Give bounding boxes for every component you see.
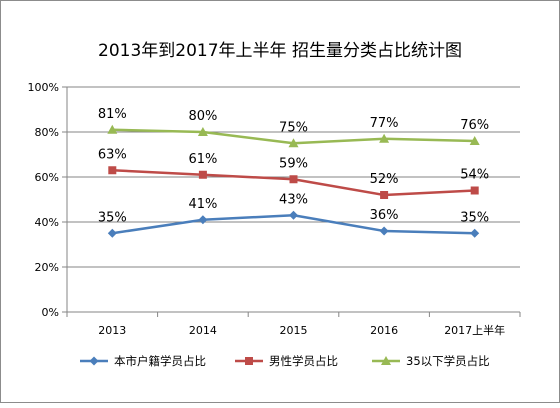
data-label: 77%	[370, 116, 399, 131]
data-label: 81%	[98, 107, 127, 122]
legend-label: 本市户籍学员占比	[114, 354, 206, 368]
y-tick-label: 0%	[42, 306, 59, 319]
x-tick-label: 2016	[370, 324, 398, 337]
data-label: 59%	[279, 156, 308, 171]
legend-label: 男性学员占比	[269, 354, 338, 368]
data-point-marker	[380, 191, 389, 199]
axes: 0% 20% 40% 60% 80% 100% 2013 2014 2015 2016 2017上半…	[28, 81, 521, 337]
data-point-marker	[107, 228, 117, 238]
data-label: 36%	[370, 208, 399, 223]
legend-marker	[381, 356, 391, 365]
legend: 本市户籍学员占比 男性学员占比 35以下学员占比	[80, 354, 490, 368]
data-label: 75%	[279, 120, 308, 135]
data-point-marker	[197, 127, 208, 136]
data-label: 41%	[188, 197, 217, 212]
chart-title: 2013年到2017年上半年 招生量分类占比统计图	[98, 41, 462, 61]
data-point-marker	[289, 175, 298, 184]
data-point-marker	[107, 124, 118, 134]
legend-label: 35以下学员占比	[406, 354, 490, 368]
data-label: 35%	[98, 210, 127, 225]
data-point-marker	[469, 136, 480, 145]
data-point-marker	[198, 215, 208, 225]
x-tick-label: 2014	[189, 324, 217, 337]
data-point-marker	[198, 170, 207, 179]
legend-marker	[245, 357, 253, 365]
data-label: 54%	[460, 168, 489, 183]
y-tick-label: 100%	[28, 81, 59, 94]
x-tick-label: 2015	[280, 324, 308, 337]
data-label: 80%	[188, 109, 217, 124]
data-label: 35%	[460, 210, 489, 225]
series-markers	[107, 124, 480, 238]
data-point-marker	[108, 166, 117, 175]
legend-marker	[89, 356, 99, 366]
y-tick-label: 80%	[35, 126, 59, 139]
data-label: 43%	[279, 192, 308, 207]
data-label: 61%	[188, 152, 217, 167]
data-label: 63%	[98, 147, 127, 162]
data-label: 76%	[460, 118, 489, 133]
x-tick-label: 2013	[98, 324, 126, 337]
data-point-marker	[379, 133, 390, 143]
data-point-marker	[470, 186, 479, 195]
y-tick-label: 60%	[35, 171, 59, 184]
x-tick-label: 2017上半年	[444, 323, 505, 337]
data-point-marker	[379, 226, 389, 236]
data-point-marker	[470, 228, 480, 238]
data-point-marker	[288, 138, 299, 148]
data-point-marker	[289, 210, 298, 220]
y-tick-label: 40%	[35, 216, 59, 229]
y-tick-label: 20%	[35, 261, 59, 274]
data-labels: 35% 41% 43% 36% 35% 63% 61% 59% 52% 54% 81% 80% 75% 7…	[98, 107, 489, 226]
data-label: 52%	[370, 172, 399, 187]
